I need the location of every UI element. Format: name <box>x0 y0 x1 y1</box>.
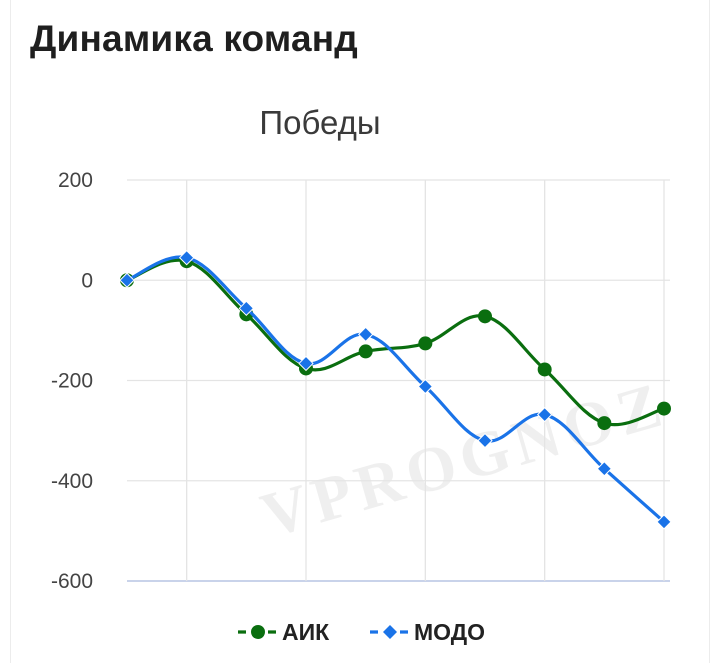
data-point[interactable] <box>477 432 493 449</box>
data-point[interactable] <box>417 378 434 395</box>
data-point[interactable] <box>596 461 613 477</box>
y-tick-label: -200 <box>51 370 93 393</box>
data-point[interactable] <box>358 344 373 359</box>
series-line <box>125 255 666 524</box>
y-tick-label: -600 <box>51 570 93 593</box>
data-point[interactable] <box>178 249 195 266</box>
data-point[interactable] <box>418 336 433 351</box>
legend-label: АИК <box>282 619 330 645</box>
data-point[interactable] <box>536 406 553 423</box>
legend-item[interactable]: АИК <box>238 619 330 645</box>
legend-marker <box>383 625 397 639</box>
data-point[interactable] <box>537 362 552 377</box>
legend-label: МОДО <box>414 619 485 645</box>
watermark: VPROGNOZ <box>253 368 674 551</box>
data-point[interactable] <box>119 272 135 288</box>
data-point[interactable] <box>597 416 612 431</box>
series-line <box>125 258 666 427</box>
data-point[interactable] <box>298 355 314 372</box>
chart-title: Победы <box>259 104 380 141</box>
legend-item[interactable]: МОДО <box>370 619 485 645</box>
page-title: Динамика команд <box>30 18 358 59</box>
data-point[interactable] <box>657 401 671 416</box>
data-point[interactable] <box>238 300 255 317</box>
series-diamond <box>119 249 672 530</box>
legend-marker <box>251 625 265 639</box>
data-point[interactable] <box>656 514 672 530</box>
y-tick-label: -400 <box>51 470 93 493</box>
y-tick-label: 0 <box>81 269 93 292</box>
data-point[interactable] <box>478 309 492 324</box>
y-tick-label: 200 <box>58 169 93 192</box>
data-point[interactable] <box>357 326 374 343</box>
